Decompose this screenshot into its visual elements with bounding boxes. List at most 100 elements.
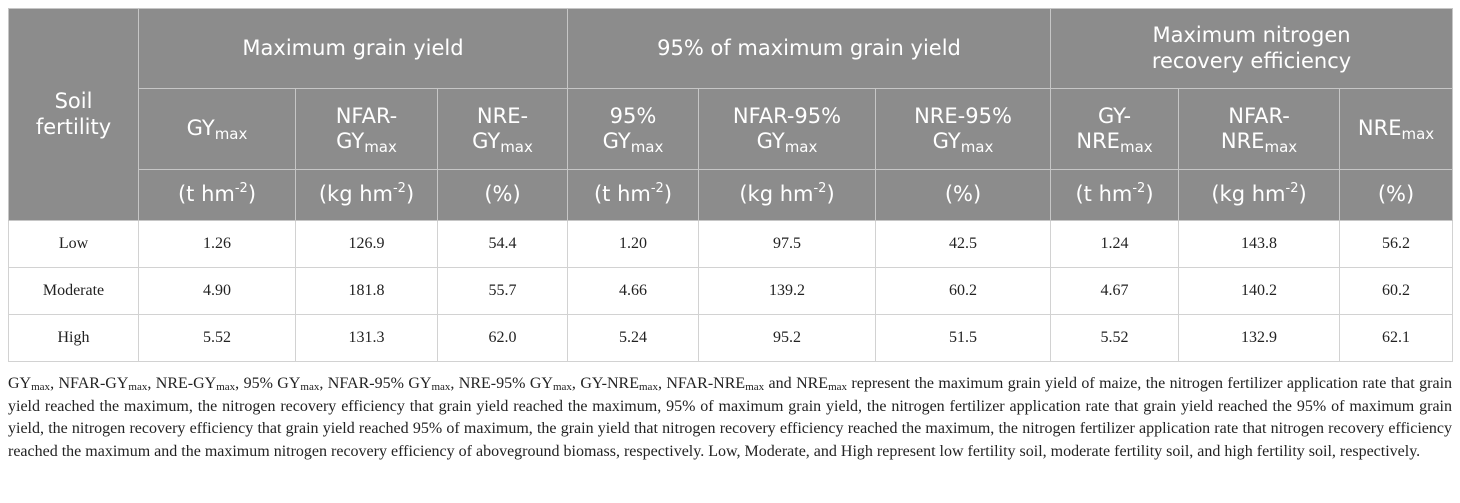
unit-end: )	[663, 182, 673, 207]
column-header-base: NRE	[1357, 116, 1402, 141]
column-header-label: NRE-95% GYmax	[893, 103, 1033, 155]
table-cell: 139.2	[698, 267, 876, 315]
table-footnote: GYmax, NFAR-GYmax, NRE-GYmax, 95% GYmax,…	[8, 373, 1452, 463]
column-header-4: 95% GYmax	[567, 88, 699, 170]
column-header-base: NRE-GY	[472, 103, 529, 153]
row-label: High	[8, 314, 139, 362]
unit-base: (t hm	[177, 182, 235, 207]
column-header-label: NRE-GYmax	[463, 103, 543, 155]
table-cell: 126.9	[295, 220, 438, 268]
footnote-term-base: NRE-GY	[155, 375, 217, 392]
unit-end: )	[1145, 182, 1154, 207]
footnote-term-base: GY	[8, 375, 32, 392]
unit-base: (%)	[484, 182, 521, 207]
footnote-term-subscript: max	[216, 381, 236, 393]
table-cell: 60.2	[874, 267, 1052, 315]
table-row: Low 1.26 126.9 54.4 1.20 97.5 42.5 1.24 143.8 56.…	[8, 220, 1454, 268]
column-header-label: GYmax	[187, 116, 248, 142]
table-cell: 5.52	[138, 314, 296, 362]
table-row: High 5.52 131.3 62.0 5.24 95.2 51.5 5.52 132.9 62…	[8, 314, 1454, 362]
unit-header-8: (kg hm-2)	[1178, 169, 1341, 221]
column-header-label: GY-NREmax	[1075, 103, 1155, 156]
footnote-term-separator: ,	[235, 375, 244, 392]
footnote-term-base: GY-NRE	[580, 375, 639, 392]
unit-exponent: -2	[392, 181, 406, 197]
column-name-row: GYmax NFAR-GYmax NRE-GYmax 95% GYmax NFAR-95…	[9, 88, 1454, 170]
column-header-subscript: max	[1119, 138, 1153, 156]
unit-base: (t hm	[1075, 182, 1133, 207]
group-header-max-grain-yield: Maximum grain yield	[138, 8, 568, 89]
column-header-subscript: max	[784, 138, 818, 156]
table-cell: 181.8	[295, 267, 438, 315]
footnote-term-separator: ,	[657, 375, 667, 392]
group-header-max-nre: Maximum nitrogen recovery efficiency	[1050, 8, 1454, 89]
table-cell: 51.5	[874, 314, 1052, 362]
column-header-7: GY-NREmax	[1050, 88, 1180, 170]
footnote-term-separator: ,	[319, 375, 328, 392]
footnote-term-subscript: max	[828, 381, 848, 393]
column-header-subscript: max	[1401, 125, 1435, 144]
group-header-max-nre-text: Maximum nitrogen recovery efficiency	[1151, 23, 1352, 73]
column-header-label: NFAR-GYmax	[322, 103, 412, 156]
footnote-term-subscript: max	[431, 381, 451, 393]
table-cell: 1.20	[567, 220, 699, 268]
column-header-base: NFAR-95% GY	[732, 103, 842, 153]
column-header-base: GY-NRE	[1076, 103, 1132, 153]
footnote-term-separator: ,	[147, 375, 156, 392]
footnote-term-base: NFAR-95% GY	[327, 375, 432, 392]
unit-header-6: (%)	[874, 169, 1052, 221]
row-label: Moderate	[8, 267, 139, 315]
column-header-base: NFAR-GY	[335, 103, 398, 153]
column-header-base: NFAR-NRE	[1220, 103, 1290, 153]
footnote-term-separator: ,	[571, 375, 581, 392]
table-cell: 56.2	[1339, 220, 1454, 268]
unit-base: (%)	[1377, 182, 1415, 207]
table-cell: 5.52	[1050, 314, 1180, 362]
results-table-container: Soil fertility Maximum grain yield 95% o…	[8, 8, 1454, 362]
table-cell: 1.24	[1050, 220, 1180, 268]
unit-header-3: (%)	[437, 169, 568, 221]
column-header-8: NFAR-NREmax	[1178, 88, 1341, 170]
footnote-term-base: NFAR-NRE	[666, 375, 746, 392]
table-row: Moderate 4.90 181.8 55.7 4.66 139.2 60.2 4.67 14…	[8, 267, 1454, 315]
table-cell: 5.24	[567, 314, 699, 362]
footnote-term-base: NRE	[796, 375, 829, 392]
footnote-terms: GYmax, NFAR-GYmax, NRE-GYmax, 95% GYmax,…	[8, 375, 851, 393]
footnote-term-base: NFAR-GY	[58, 375, 129, 392]
table-cell: 60.2	[1339, 267, 1454, 315]
footnote-term-subscript: max	[128, 381, 148, 393]
unit-header-7: (t hm-2)	[1050, 169, 1180, 221]
table-cell: 4.90	[138, 267, 296, 315]
footnote-term-subscript: max	[552, 381, 572, 393]
row-label: Low	[8, 220, 139, 268]
table-cell: 54.4	[437, 220, 568, 268]
table-cell: 95.2	[698, 314, 876, 362]
unit-end: )	[405, 182, 415, 207]
table-cell: 55.7	[437, 267, 568, 315]
column-header-subscript: max	[364, 138, 397, 156]
column-header-9: NREmax	[1339, 88, 1454, 170]
footnote-term-separator: and	[764, 375, 797, 392]
column-header-2: NFAR-GYmax	[295, 88, 438, 170]
table-cell: 1.26	[138, 220, 296, 268]
table-cell: 132.9	[1178, 314, 1341, 362]
footnote-term-subscript: max	[639, 381, 658, 393]
column-header-3: NRE-GYmax	[437, 88, 568, 170]
table-cell: 42.5	[874, 220, 1052, 268]
unit-exponent: -2	[650, 181, 664, 197]
column-header-label: NFAR-95% GYmax	[722, 103, 852, 156]
column-header-label: 95% GYmax	[593, 104, 673, 156]
column-header-subscript: max	[630, 138, 664, 156]
unit-end: )	[1298, 182, 1307, 207]
column-header-base: NRE-95% GY	[914, 103, 1012, 153]
unit-exponent: -2	[813, 181, 827, 197]
table-body: Low 1.26 126.9 54.4 1.20 97.5 42.5 1.24 143.8 56.…	[8, 220, 1454, 362]
table-cell: 62.0	[437, 314, 568, 362]
unit-base: (%)	[944, 182, 982, 207]
unit-end: )	[247, 182, 257, 207]
unit-header-5: (kg hm-2)	[698, 169, 876, 221]
unit-base: (kg hm	[739, 182, 814, 207]
footnote-term-subscript: max	[31, 381, 51, 393]
table-cell: 62.1	[1339, 314, 1454, 362]
unit-exponent: -2	[1132, 181, 1146, 197]
